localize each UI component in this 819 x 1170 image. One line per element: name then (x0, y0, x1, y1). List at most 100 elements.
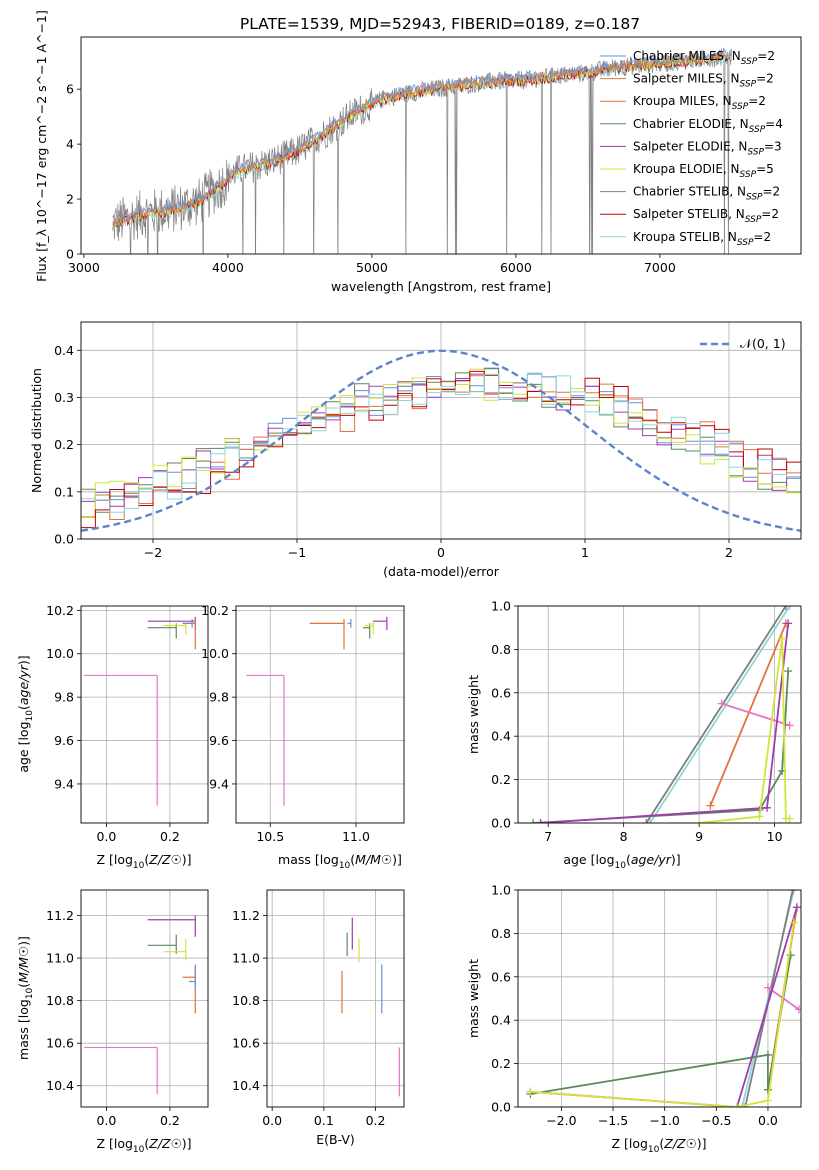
weight-line-pink (721, 702, 790, 727)
legend-suffix: =3 (764, 139, 782, 153)
legend-text: Chabrier ELODIE, N (633, 117, 749, 131)
legend-suffix: =2 (748, 94, 766, 108)
weight-marker (755, 812, 764, 821)
y-tick-label: 10.6 (46, 1036, 74, 1051)
legend-suffix: =2 (757, 49, 775, 63)
y-tick-label: 10.2 (46, 603, 74, 618)
weight-marker (706, 801, 715, 810)
x-axis-label: (data-model)/error (383, 564, 500, 579)
label-part: )] (16, 936, 31, 946)
weight-marker (536, 819, 545, 823)
x-axis-label: Z [log10(Z/Z☉)] (96, 852, 191, 871)
x-axis-label: Z [log10(Z/Z☉)] (96, 1136, 191, 1155)
x-tick-label: 0.1 (314, 1113, 334, 1128)
legend-suffix: =2 (761, 207, 779, 221)
label-part: 10 (133, 1145, 145, 1155)
y-tick-label: 0.0 (54, 532, 74, 547)
legend-entry: Kroupa MILES, NSSP=2 (633, 94, 766, 112)
x-tick-label: 0.0 (758, 1113, 778, 1128)
y-tick-label: 0.4 (491, 729, 511, 744)
label-part: M/M☉ (355, 852, 392, 867)
y-tick-label: 0.2 (491, 1056, 511, 1071)
legend-sub: SSP (749, 125, 766, 135)
gaussian-curve (81, 349, 801, 532)
weight-marker (784, 619, 793, 628)
y-tick-label: 0 (66, 247, 74, 262)
weight-marker (789, 918, 798, 927)
legend-suffix: =2 (756, 72, 774, 86)
legend-entry: Chabrier ELODIE, NSSP=4 (633, 117, 783, 135)
weight-marker (741, 1103, 750, 1107)
label-part: )] (16, 655, 31, 665)
weight-marker (763, 1050, 772, 1059)
histogram-salpeter_stelib (81, 370, 801, 529)
histogram-lines (81, 349, 801, 532)
weight-marker (695, 819, 704, 823)
weight-line-salpeter_elodie (540, 623, 790, 823)
spectrum-panel: 3000 4000 5000 6000 7000 0 2 4 6 wavelength [Angs… (34, 10, 802, 294)
label-part: ( (144, 852, 149, 867)
figure-title: PLATE=1539, MJD=52943, FIBERID=0189, z=0… (240, 15, 640, 33)
legend-text: Kroupa STELIB, N (633, 230, 737, 244)
y-tick-label: 0.3 (54, 390, 74, 405)
y-axis-label: Flux [f_λ 10^−17 erg cm^−2 s^−1 A^−1] (34, 10, 49, 282)
weight_vs_Z-panel: −2.0 −1.5 −1.0 −0.5 0.0 0.0 0.2 0.4 0.6 0.8 1.0 Z [… (466, 883, 802, 1155)
label-part: 10 (133, 861, 145, 871)
legend-text: Kroupa MILES, N (633, 94, 732, 108)
observed-spectrum (112, 47, 733, 254)
x-tick-label: −2.0 (546, 1113, 576, 1128)
legend-entry: 𝒩(0, 1) (740, 336, 786, 351)
y-tick-label: 0.2 (54, 437, 74, 452)
x-axis-label: mass [log10(M/M☉)] (278, 852, 402, 871)
x-tick-label: 0.2 (366, 1113, 386, 1128)
x-tick-label: 2 (725, 545, 733, 560)
legend-sub: SSP (732, 102, 749, 112)
plot-frame (266, 889, 405, 1108)
age_vs_mass-panel: 10.5 11.0 9.4 9.6 9.8 10.0 10.2 mass [log10(M/M… (201, 603, 405, 871)
label-part: Z [log (611, 1136, 647, 1151)
label-part: )] (697, 1136, 707, 1151)
y-tick-label: 0.4 (54, 343, 74, 358)
weight-marker (717, 699, 726, 708)
weight-marker (778, 634, 787, 643)
x-tick-label: 8 (620, 829, 628, 844)
x-axis-label: wavelength [Angstrom, rest frame] (331, 279, 551, 294)
legend-text: Chabrier STELIB, N (633, 185, 746, 199)
y-tick-label: 10.0 (201, 646, 229, 661)
legend-entry: Chabrier MILES, NSSP=2 (633, 49, 775, 67)
spectrum-lines (112, 47, 733, 254)
weight-marker (789, 890, 798, 894)
y-tick-label: 0.0 (491, 816, 511, 831)
y-tick-label: 9.4 (54, 776, 74, 791)
y-tick-label: 6 (66, 82, 74, 97)
x-tick-label: 0 (437, 545, 445, 560)
label-part: Z/Z☉ (663, 1136, 697, 1151)
weight-marker (732, 1103, 741, 1107)
plot-frame (80, 605, 209, 824)
label-part: ( (626, 852, 631, 867)
y-tick-label: 1.0 (491, 599, 511, 614)
label-part: age/yr (631, 852, 672, 867)
y-tick-label: 2 (66, 192, 74, 207)
weight-marker (526, 1087, 535, 1096)
x-tick-label: 10 (767, 829, 783, 844)
legend-entry: Kroupa ELODIE, NSSP=5 (633, 162, 774, 180)
weight-marker (786, 951, 795, 960)
label-part: age [log (16, 721, 31, 772)
label-part: mass [log (16, 999, 31, 1060)
label-part: age [log (563, 852, 614, 867)
x-tick-label: 9 (695, 829, 703, 844)
histogram-salpeter_elodie (81, 373, 801, 507)
weight-marker (794, 1005, 801, 1014)
weight-marker (763, 1085, 772, 1094)
legend-sub: SSP (740, 170, 757, 180)
x-tick-label: 0.0 (262, 1113, 282, 1128)
y-tick-label: 10.0 (46, 646, 74, 661)
x-tick-label: −1 (288, 545, 306, 560)
x-tick-label: 7 (544, 829, 552, 844)
x-tick-label: 0.0 (96, 1113, 116, 1128)
y-tick-label: 4 (66, 137, 74, 152)
x-tick-label: 6000 (500, 260, 532, 275)
